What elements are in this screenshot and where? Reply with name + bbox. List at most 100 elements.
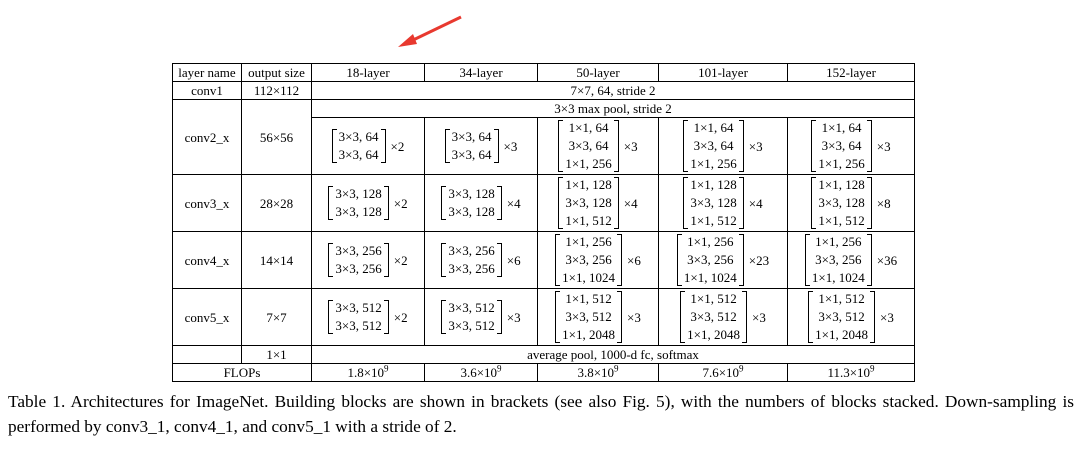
block: 3×3, 64 3×3, 64 ×2 <box>331 128 405 164</box>
table-row: 1×1 average pool, 1000-d fc, softmax <box>172 345 915 364</box>
block-layer: 1×1, 128 <box>690 177 737 192</box>
block-layer: 3×3, 512 <box>448 300 495 315</box>
table-cell: conv4_x <box>172 231 242 289</box>
block-layer: 3×3, 256 <box>335 243 382 258</box>
block-repeat: ×4 <box>623 195 638 211</box>
arrow-shaft <box>408 15 462 44</box>
block-repeat: ×3 <box>627 309 641 325</box>
block: 1×1, 256 3×3, 256 1×1, 1024 ×36 <box>804 233 898 287</box>
block-repeat: ×3 <box>876 138 891 154</box>
block: 1×1, 512 3×3, 512 1×1, 2048 ×3 <box>680 290 766 344</box>
bracket: 1×1, 512 3×3, 512 1×1, 2048 <box>555 290 622 344</box>
table-cell: conv3_x <box>172 174 242 232</box>
block-repeat: ×2 <box>390 138 405 154</box>
block-layer: 3×3, 128 <box>565 195 612 210</box>
bracket: 1×1, 256 3×3, 256 1×1, 1024 <box>676 233 744 287</box>
block-layer: 3×3, 512 <box>690 309 737 324</box>
table-cell: 18-layer <box>311 63 425 82</box>
bracket: 3×3, 128 3×3, 128 <box>328 185 390 221</box>
table-cell: 34-layer <box>424 63 538 82</box>
block-repeat: ×2 <box>393 195 408 211</box>
bracket: 1×1, 256 3×3, 256 1×1, 1024 <box>804 233 872 287</box>
table-cell: 1×1 <box>241 345 312 364</box>
table-cell: 3×3, 128 3×3, 128 ×4 <box>424 174 538 232</box>
block-layer: 1×1, 64 <box>568 120 609 135</box>
bracket: 1×1, 128 3×3, 128 1×1, 512 <box>683 176 745 230</box>
table-cell: conv1 <box>172 81 242 100</box>
block-repeat: ×2 <box>393 252 408 268</box>
block-layer: 1×1, 512 <box>690 291 737 306</box>
block-repeat: ×8 <box>876 195 891 211</box>
table-row: conv5_x 7×7 3×3, 512 3×3, 512 ×2 3×3, 512 3×3,… <box>172 288 915 346</box>
block-layer: 3×3, 512 <box>565 309 612 324</box>
block-layer: 3×3, 512 <box>818 309 865 324</box>
table-row: conv2_x 56×56 3×3 max pool, stride 2 <box>172 99 915 175</box>
block-layer: 3×3, 64 <box>568 138 609 153</box>
block-repeat: ×3 <box>503 138 518 154</box>
table-cell <box>172 345 242 364</box>
table-row: conv1 112×112 7×7, 64, stride 2 <box>172 81 915 100</box>
table-cell: FLOPs <box>172 363 312 382</box>
table-cell: 28×28 <box>241 174 312 232</box>
table-cell: conv2_x <box>172 99 242 175</box>
block-layer: 1×1, 512 <box>818 291 865 306</box>
block-layer: 3×3, 64 <box>451 147 492 162</box>
table-row: layer name output size 18-layer 34-layer 50-… <box>172 63 915 82</box>
table-cell: 1.8×109 <box>311 363 425 382</box>
block-repeat: ×3 <box>506 309 521 325</box>
bracket: 1×1, 512 3×3, 512 1×1, 2048 <box>680 290 747 344</box>
block-layer: 1×1, 256 <box>565 234 612 249</box>
block-repeat: ×23 <box>748 252 770 268</box>
block-layer: 1×1, 512 <box>818 213 865 228</box>
table-row: conv4_x 14×14 3×3, 256 3×3, 256 ×2 3×3, 256 3×… <box>172 231 915 289</box>
block-layer: 3×3, 128 <box>690 195 737 210</box>
block: 1×1, 128 3×3, 128 1×1, 512 ×4 <box>558 176 638 230</box>
table-cell: 11.3×109 <box>787 363 915 382</box>
block-repeat: ×3 <box>748 138 763 154</box>
table-cell: 7×7 <box>241 288 312 346</box>
bracket: 3×3, 512 3×3, 512 <box>441 299 503 335</box>
bracket: 1×1, 64 3×3, 64 1×1, 256 <box>811 119 873 173</box>
block-repeat: ×3 <box>880 309 894 325</box>
block-layer: 1×1, 512 <box>565 213 612 228</box>
block: 3×3, 512 3×3, 512 ×2 <box>328 299 408 335</box>
block: 1×1, 64 3×3, 64 1×1, 256 ×3 <box>811 119 891 173</box>
flops-exponent: 9 <box>614 363 619 374</box>
block: 1×1, 64 3×3, 64 1×1, 256 ×3 <box>683 119 763 173</box>
flops-exponent: 9 <box>384 363 389 374</box>
bracket: 1×1, 512 3×3, 512 1×1, 2048 <box>808 290 875 344</box>
table-cell: 1×1, 512 3×3, 512 1×1, 2048 ×3 <box>537 288 659 346</box>
table-cell: layer name <box>172 63 242 82</box>
block: 1×1, 128 3×3, 128 1×1, 512 ×8 <box>811 176 891 230</box>
block-layer: 1×1, 64 <box>693 120 734 135</box>
block-layer: 3×3, 128 <box>818 195 865 210</box>
table-cell: 1×1, 256 3×3, 256 1×1, 1024 ×6 <box>537 231 659 289</box>
block-layer: 1×1, 2048 <box>562 327 615 342</box>
table-cell: 1×1, 512 3×3, 512 1×1, 2048 ×3 <box>658 288 788 346</box>
block-layer: 1×1, 64 <box>821 120 862 135</box>
block-layer: 1×1, 1024 <box>562 270 615 285</box>
block: 3×3, 128 3×3, 128 ×4 <box>441 185 521 221</box>
block-layer: 1×1, 256 <box>690 156 737 171</box>
block: 1×1, 128 3×3, 128 1×1, 512 ×4 <box>683 176 763 230</box>
block: 3×3, 128 3×3, 128 ×2 <box>328 185 408 221</box>
block-layer: 1×1, 256 <box>687 234 734 249</box>
block-layer: 1×1, 2048 <box>687 327 740 342</box>
block-layer: 3×3, 128 <box>335 186 382 201</box>
block-layer: 3×3, 256 <box>815 252 862 267</box>
bracket: 1×1, 64 3×3, 64 1×1, 256 <box>558 119 620 173</box>
block-layer: 1×1, 256 <box>815 234 862 249</box>
block-repeat: ×4 <box>748 195 763 211</box>
block-layer: 3×3, 64 <box>451 129 492 144</box>
block-layer: 3×3, 256 <box>448 261 495 276</box>
table-cell: 1×1, 64 3×3, 64 1×1, 256 ×3 <box>658 117 788 175</box>
block-layer: 1×1, 512 <box>690 213 737 228</box>
block-repeat: ×36 <box>876 252 898 268</box>
table-cell: 1×1, 128 3×3, 128 1×1, 512 ×4 <box>658 174 788 232</box>
block-layer: 3×3, 64 <box>338 129 379 144</box>
bracket: 3×3, 256 3×3, 256 <box>328 242 390 278</box>
table-cell: 1×1, 128 3×3, 128 1×1, 512 ×8 <box>787 174 915 232</box>
block-repeat: ×3 <box>623 138 638 154</box>
table-cell: 3×3, 512 3×3, 512 ×2 <box>311 288 425 346</box>
architecture-table: layer name output size 18-layer 34-layer 50-… <box>172 63 915 382</box>
